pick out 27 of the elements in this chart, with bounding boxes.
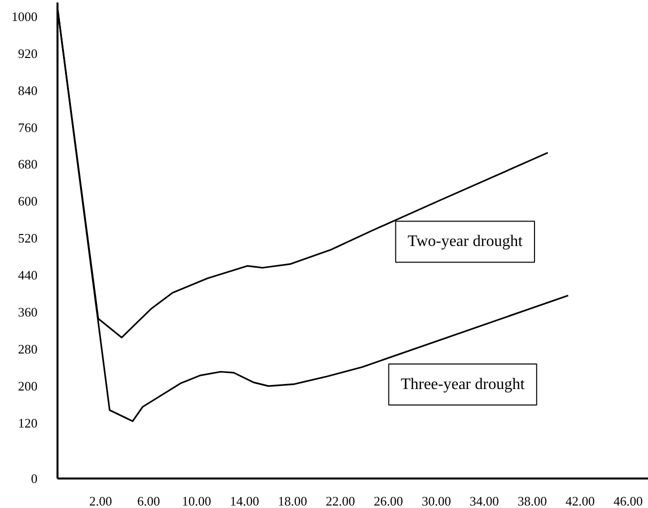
x-tick-label: 2.00 (89, 494, 112, 508)
y-tick-label: 1000 (12, 8, 38, 24)
y-tick-label: 680 (18, 156, 38, 172)
x-tick-label: 34.00 (470, 494, 499, 508)
x-tick-label: 14.00 (230, 494, 260, 508)
y-tick-label: 520 (18, 230, 38, 246)
y-tick-label: 600 (18, 194, 38, 209)
y-tick-label: 120 (18, 416, 38, 431)
y-tick-label: 440 (18, 268, 38, 283)
y-tick-label: 920 (18, 46, 38, 61)
y-tick-label: 200 (18, 378, 38, 394)
y-tick-label: 360 (18, 304, 38, 320)
x-tick-label: 30.00 (422, 494, 451, 508)
x-tick-label: 6.00 (137, 494, 160, 508)
y-tick-label: 0 (31, 471, 38, 486)
y-tick-label: 840 (18, 82, 38, 98)
y-tick-label: 760 (18, 120, 38, 135)
x-tick-label: 22.00 (326, 494, 356, 508)
y-tick-label: 280 (18, 342, 38, 357)
x-tick-label: 26.00 (374, 494, 403, 508)
x-tick-label: 38.00 (518, 494, 547, 508)
x-tick-label: 46.00 (613, 494, 643, 508)
x-tick-label: 10.00 (182, 494, 212, 508)
annotation: Two-year drought (408, 233, 524, 250)
x-tick-label: 42.00 (566, 494, 595, 508)
x-tick-label: 18.00 (278, 494, 308, 508)
annotation: Three-year drought (400, 376, 526, 394)
